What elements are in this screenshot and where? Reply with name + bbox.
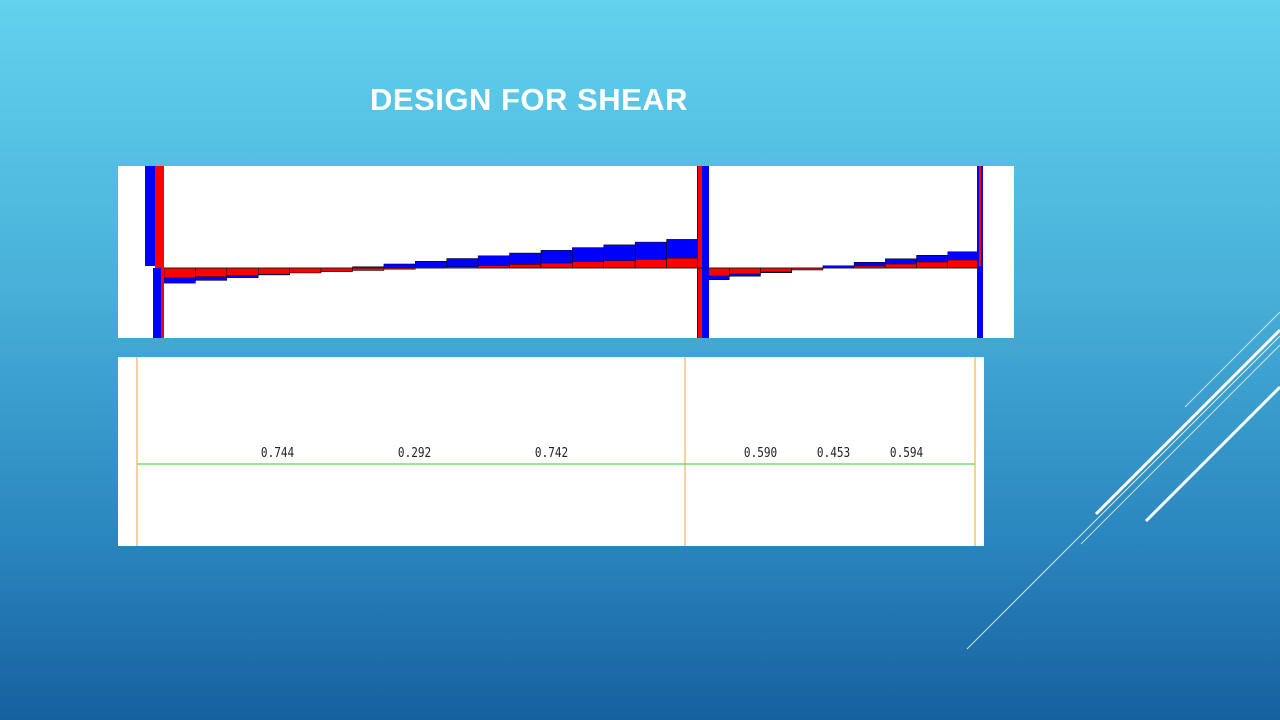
span-2-value-right: 0.594 bbox=[889, 446, 924, 461]
span-1-value-left: 0.744 bbox=[260, 446, 295, 461]
support-post bbox=[153, 268, 161, 338]
support-post bbox=[698, 166, 702, 338]
deco-line bbox=[1184, 311, 1280, 408]
span-1-value-mid: 0.292 bbox=[397, 446, 432, 461]
deco-line bbox=[966, 335, 1280, 650]
deco-line bbox=[1094, 328, 1280, 516]
span-2-value-left: 0.590 bbox=[743, 446, 778, 461]
deco-line bbox=[1144, 385, 1280, 523]
support-post bbox=[145, 166, 155, 266]
span-2-value-mid: 0.453 bbox=[816, 446, 851, 461]
slide-title: DESIGN FOR SHEAR bbox=[370, 82, 689, 117]
shear-values-lines bbox=[136, 357, 976, 546]
support-post bbox=[979, 166, 981, 266]
support-post bbox=[155, 166, 164, 338]
span-1-value-right: 0.742 bbox=[534, 446, 569, 461]
deco-line bbox=[1080, 344, 1280, 545]
shear-diagram-panel bbox=[118, 166, 1014, 338]
shear-force-diagram bbox=[145, 166, 983, 338]
shear-values-panel: 0.744 0.292 0.742 0.590 0.453 0.594 bbox=[118, 357, 984, 546]
